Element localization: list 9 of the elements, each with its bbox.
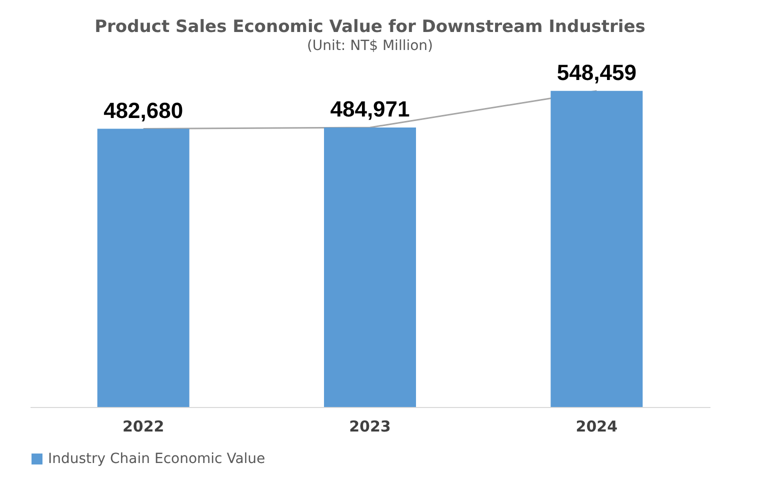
data-label: 548,459 — [556, 60, 636, 85]
data-label: 482,680 — [104, 98, 184, 123]
chart-subtitle: (Unit: NT$ Million) — [306, 38, 434, 54]
x-tick-label: 2024 — [576, 418, 618, 436]
x-tick-label: 2023 — [349, 418, 391, 436]
chart-title: Product Sales Economic Value for Downstream Industries — [94, 16, 646, 37]
data-label: 484,971 — [330, 96, 410, 122]
legend-label: Industry Chain Economic Value — [48, 451, 266, 467]
x-tick-label: 2022 — [122, 418, 164, 436]
